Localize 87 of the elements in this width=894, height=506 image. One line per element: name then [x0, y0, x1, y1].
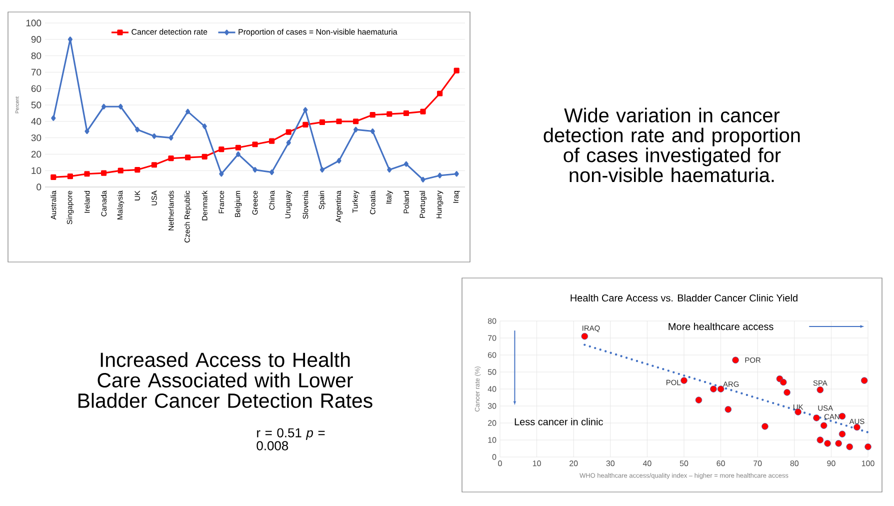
- annotation: More healthcare access: [668, 322, 774, 330]
- y-tick-label: 40: [31, 118, 42, 125]
- point: [186, 108, 190, 114]
- point: [846, 443, 853, 450]
- point: [454, 68, 460, 74]
- point: [354, 126, 358, 132]
- point: [353, 118, 359, 124]
- point: [732, 356, 739, 364]
- point: [168, 135, 174, 141]
- y-tick-label: 70: [31, 68, 42, 76]
- point: [67, 174, 73, 180]
- point: [303, 107, 308, 113]
- point: [302, 122, 308, 128]
- point: [838, 430, 846, 438]
- y-tick-label: 80: [31, 52, 42, 60]
- point: [135, 126, 140, 132]
- y-tick-label: 90: [31, 36, 42, 43]
- point: [404, 161, 408, 167]
- point: [269, 138, 275, 144]
- point: [816, 386, 824, 394]
- point: [813, 414, 820, 422]
- point: [581, 332, 588, 340]
- point: [420, 176, 426, 182]
- point: [118, 168, 124, 174]
- point: [270, 169, 274, 176]
- text: Increased Access to Health Care Associated with Lower Bladder Cancer Detection Rates: [78, 352, 372, 408]
- y-tick-label: 50: [31, 102, 42, 108]
- point: [860, 377, 868, 384]
- point: [319, 119, 325, 126]
- point: [102, 104, 106, 110]
- point: [336, 118, 342, 124]
- point: [235, 144, 241, 150]
- text: Wide variation in cancer detection rate and proportion of cases investigated for non-visible haematuria.: [544, 108, 800, 182]
- point: [320, 166, 324, 173]
- y-tick-label: 0: [36, 184, 42, 190]
- text: r = 0.51 p = 0.008: [256, 428, 325, 450]
- point: [118, 104, 123, 110]
- point: [820, 422, 828, 429]
- point: [784, 389, 790, 396]
- point: [202, 154, 208, 160]
- point: [438, 172, 442, 178]
- point: [717, 386, 724, 392]
- point: [218, 146, 224, 152]
- point: [386, 111, 392, 117]
- point: [824, 440, 831, 447]
- point: [185, 154, 191, 160]
- point: [387, 166, 392, 173]
- point: [437, 90, 443, 96]
- point: [403, 110, 409, 116]
- point: [202, 124, 207, 130]
- point: [151, 162, 157, 168]
- point: [420, 108, 426, 114]
- point: [168, 156, 174, 162]
- point: [780, 378, 787, 386]
- y-tick-label: 100: [26, 20, 42, 26]
- point: [152, 133, 156, 139]
- point: [286, 129, 292, 135]
- point: [695, 396, 702, 404]
- point: [762, 423, 768, 430]
- point: [370, 128, 375, 134]
- point: [252, 166, 258, 173]
- annotation: Less cancer in clinic: [514, 418, 603, 426]
- point: [84, 171, 90, 177]
- point: [336, 158, 342, 164]
- point: [51, 115, 56, 121]
- point: [219, 171, 224, 177]
- point: [454, 171, 459, 177]
- point: [724, 406, 732, 413]
- point: [370, 112, 376, 118]
- point: [84, 128, 90, 134]
- point: [838, 412, 846, 420]
- point: [864, 443, 872, 450]
- point: [101, 170, 107, 176]
- y-tick-label: 10: [32, 167, 42, 174]
- point: [286, 140, 291, 146]
- point: [680, 377, 688, 384]
- point: [134, 166, 140, 173]
- y-tick-label: 30: [31, 134, 42, 142]
- point: [236, 151, 240, 157]
- point: [252, 142, 258, 148]
- y-tick-label: 20: [31, 150, 42, 158]
- point: [816, 436, 824, 444]
- point: [710, 386, 717, 392]
- chart-title: Health Care Access vs. Bladder Cancer Clinic Yield: [570, 294, 798, 302]
- point: [50, 174, 56, 180]
- point: [835, 440, 842, 447]
- y-tick-label: 60: [31, 85, 42, 92]
